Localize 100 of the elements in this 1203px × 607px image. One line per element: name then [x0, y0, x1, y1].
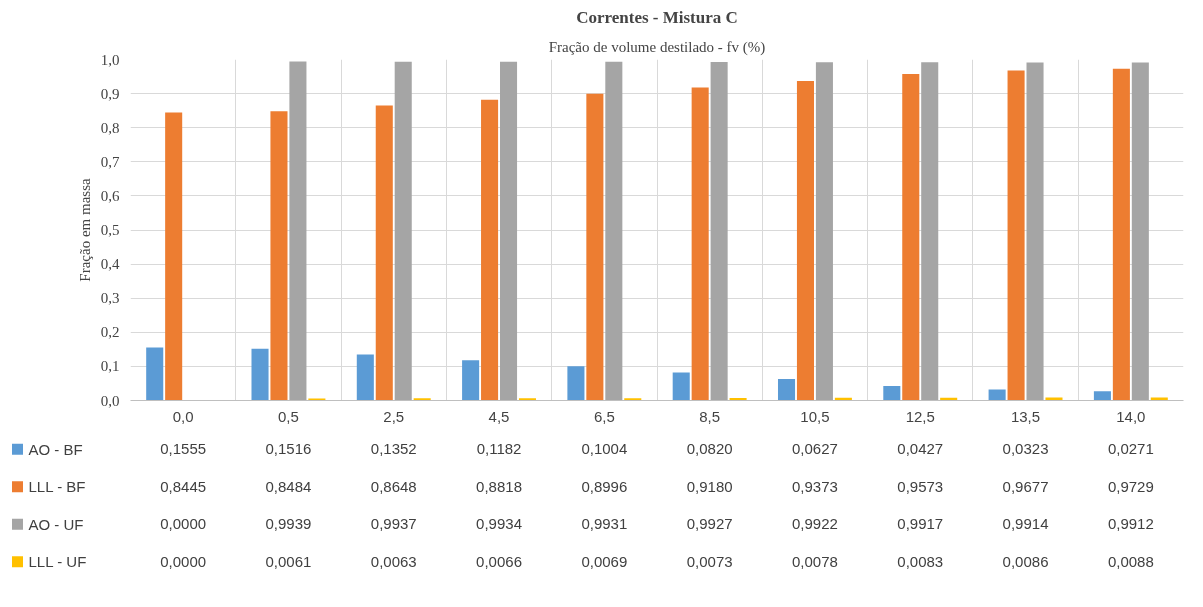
x-tick-label: 0,5: [278, 407, 299, 425]
data-label: 0,0063: [370, 552, 417, 570]
data-label: 0,0000: [160, 515, 207, 533]
y-tick-label: 1,0: [100, 51, 120, 68]
data-label: 0,0086: [1002, 552, 1049, 570]
data-label: 0,0627: [792, 440, 838, 458]
bar: [710, 61, 728, 401]
y-tick-label: 0,1: [100, 358, 120, 375]
bar: [289, 61, 307, 401]
bar: [308, 398, 326, 401]
data-label: 0,9373: [792, 477, 838, 495]
data-label: 0,0820: [686, 440, 733, 458]
data-label: 0,0323: [1002, 440, 1049, 458]
bar: [883, 385, 901, 401]
data-label: 0,9937: [370, 515, 417, 533]
data-label: 0,9729: [1107, 477, 1154, 495]
data-label: 0,1555: [160, 440, 207, 458]
bar: [500, 61, 518, 401]
data-label: 0,8996: [581, 477, 628, 495]
bar: [1093, 391, 1111, 401]
data-label: 0,0427: [897, 440, 944, 458]
data-label: 0,9917: [897, 515, 944, 533]
legend-label: AO - UF: [28, 515, 84, 533]
bar: [796, 80, 814, 401]
y-tick-label: 0,2: [100, 324, 120, 341]
data-label: 0,0073: [686, 552, 733, 570]
x-tick-label: 0,0: [172, 407, 194, 425]
bar: [375, 105, 393, 401]
data-label: 0,0061: [265, 552, 312, 570]
data-label: 0,0066: [476, 552, 522, 570]
x-tick-label: 12,5: [905, 407, 935, 425]
y-tick-label: 0,9: [100, 85, 120, 102]
bar: [777, 379, 796, 401]
data-label: 0,8648: [370, 477, 417, 495]
bar: [921, 62, 939, 401]
bar: [146, 347, 164, 401]
bar: [1150, 397, 1168, 401]
bar: [413, 398, 431, 401]
bar: [270, 111, 288, 401]
bar: [394, 61, 412, 401]
bar: [356, 354, 374, 401]
x-tick-label: 13,5: [1010, 407, 1041, 425]
data-label: 0,0078: [792, 552, 838, 570]
bar: [1131, 62, 1149, 401]
data-label: 0,8484: [265, 477, 312, 495]
data-label: 0,9922: [792, 515, 838, 533]
x-tick-label: 6,5: [593, 407, 615, 425]
y-axis-title: Fração em massa: [76, 178, 93, 282]
bar: [586, 93, 604, 401]
bar: [1112, 68, 1130, 401]
data-label: 0,1352: [370, 440, 417, 458]
bar: [1007, 70, 1025, 401]
x-tick-label: 8,5: [699, 407, 721, 425]
legend-label: LLL - BF: [28, 478, 86, 496]
bar: [988, 389, 1006, 401]
y-tick-label: 0,8: [100, 119, 120, 136]
y-tick-label: 0,4: [100, 256, 120, 273]
legend-label: AO - BF: [28, 440, 83, 458]
data-label: 0,9573: [897, 477, 944, 495]
bar: [1026, 62, 1044, 401]
bar: [481, 99, 499, 401]
data-label: 0,9912: [1107, 515, 1154, 533]
data-label: 0,0271: [1107, 440, 1154, 458]
data-label: 0,9934: [476, 515, 522, 533]
data-label: 0,9939: [265, 515, 312, 533]
bar: [815, 62, 833, 401]
legend-label: LLL - UF: [28, 553, 87, 571]
data-label: 0,9931: [581, 515, 628, 533]
data-label: 0,1516: [265, 440, 312, 458]
y-tick-label: 0,7: [100, 153, 120, 170]
bar: [462, 360, 480, 401]
bar: [165, 112, 183, 401]
chart-title: Correntes - Mistura C: [576, 7, 738, 27]
data-label: 0,1182: [476, 440, 522, 458]
y-tick-label: 0,6: [100, 187, 120, 204]
data-label: 0,1004: [581, 440, 628, 458]
data-label: 0,8818: [476, 477, 522, 495]
data-label: 0,9927: [686, 515, 733, 533]
data-label: 0,9677: [1002, 477, 1049, 495]
bar: [691, 87, 709, 401]
data-label: 0,9914: [1002, 515, 1049, 533]
data-label: 0,0000: [160, 552, 207, 570]
bar: [672, 372, 690, 401]
bar: [605, 61, 623, 401]
bar: [567, 366, 585, 401]
x-tick-label: 10,5: [800, 407, 830, 425]
chart-subtitle: Fração de volume destilado - fv (%): [548, 38, 766, 56]
x-tick-label: 2,5: [383, 407, 405, 425]
y-tick-label: 0,5: [100, 222, 120, 238]
y-tick-label: 0,0: [100, 392, 120, 409]
data-label: 0,8445: [160, 477, 207, 495]
y-tick-label: 0,3: [100, 290, 120, 307]
bar: [902, 74, 920, 401]
data-label: 0,9180: [686, 477, 733, 495]
data-label: 0,0069: [581, 552, 628, 570]
data-label: 0,0083: [897, 552, 944, 570]
x-tick-label: 4,5: [488, 407, 510, 425]
data-label: 0,0088: [1107, 552, 1154, 570]
bar: [251, 348, 269, 401]
x-tick-label: 14,0: [1116, 407, 1146, 425]
